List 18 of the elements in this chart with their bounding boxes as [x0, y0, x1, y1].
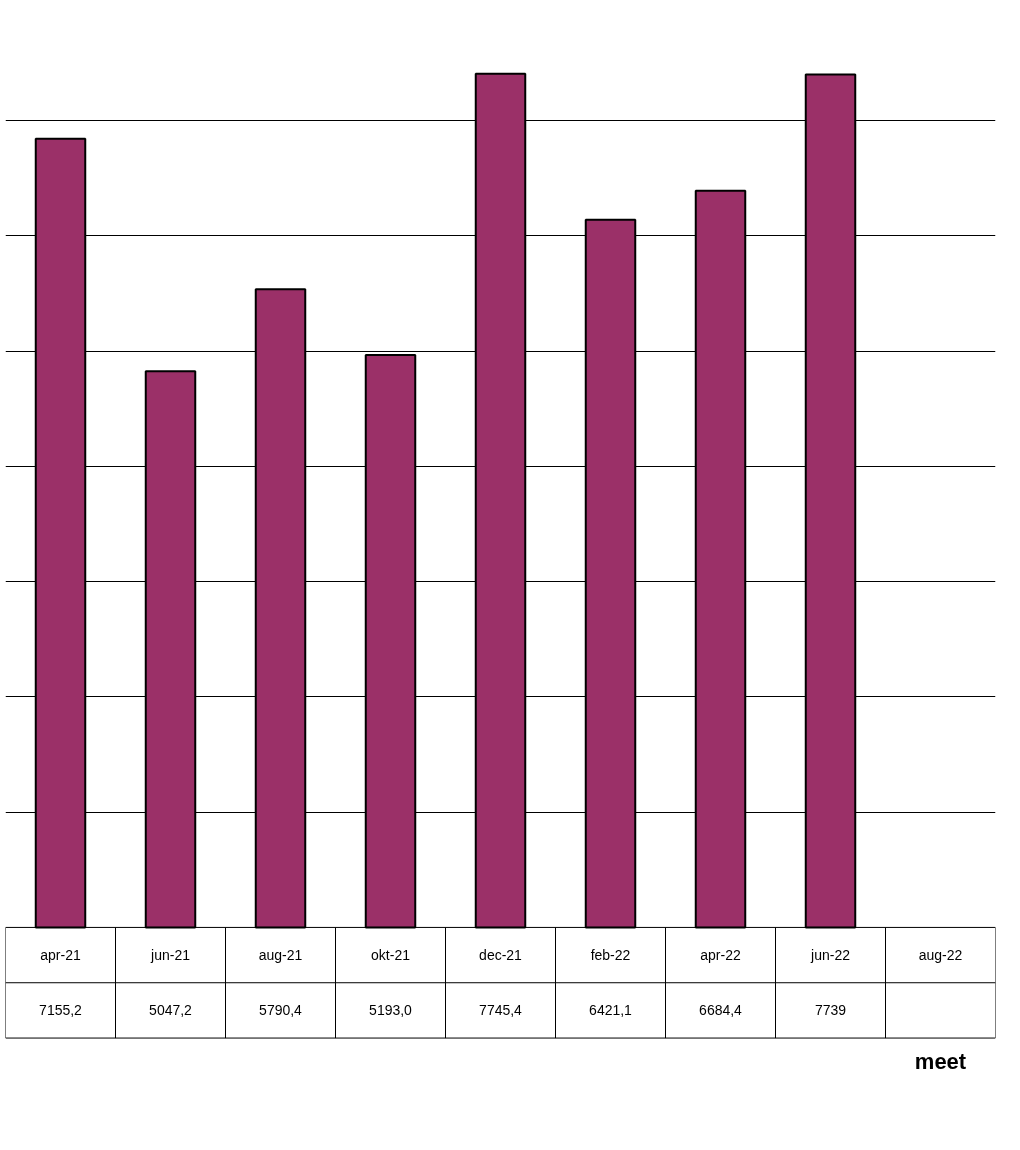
data-label: 5790,4 — [259, 1002, 303, 1019]
data-label: 6421,1 — [589, 1002, 633, 1019]
data-label: 7739 — [814, 1002, 847, 1019]
x-tick-label: jun-21 — [150, 947, 191, 964]
x-tick-label: jun-22 — [810, 947, 851, 964]
x-tick-label: apr-22 — [700, 947, 741, 964]
data-label: 7155,2 — [39, 1002, 83, 1019]
data-label: 6684,4 — [699, 1002, 743, 1019]
x-tick-label: dec-21 — [479, 947, 523, 964]
data-label: 5193,0 — [369, 1002, 413, 1019]
data-label: 7745,4 — [479, 1002, 523, 1019]
x-tick-label: apr-21 — [40, 947, 81, 964]
x-tick-label: feb-22 — [590, 947, 631, 964]
x-axis-title: meet — [914, 1049, 967, 1075]
x-tick-label: aug-21 — [258, 947, 303, 964]
x-tick-label: aug-22 — [918, 947, 963, 964]
x-tick-label: okt-21 — [371, 947, 411, 964]
data-label: 5047,2 — [149, 1002, 193, 1019]
